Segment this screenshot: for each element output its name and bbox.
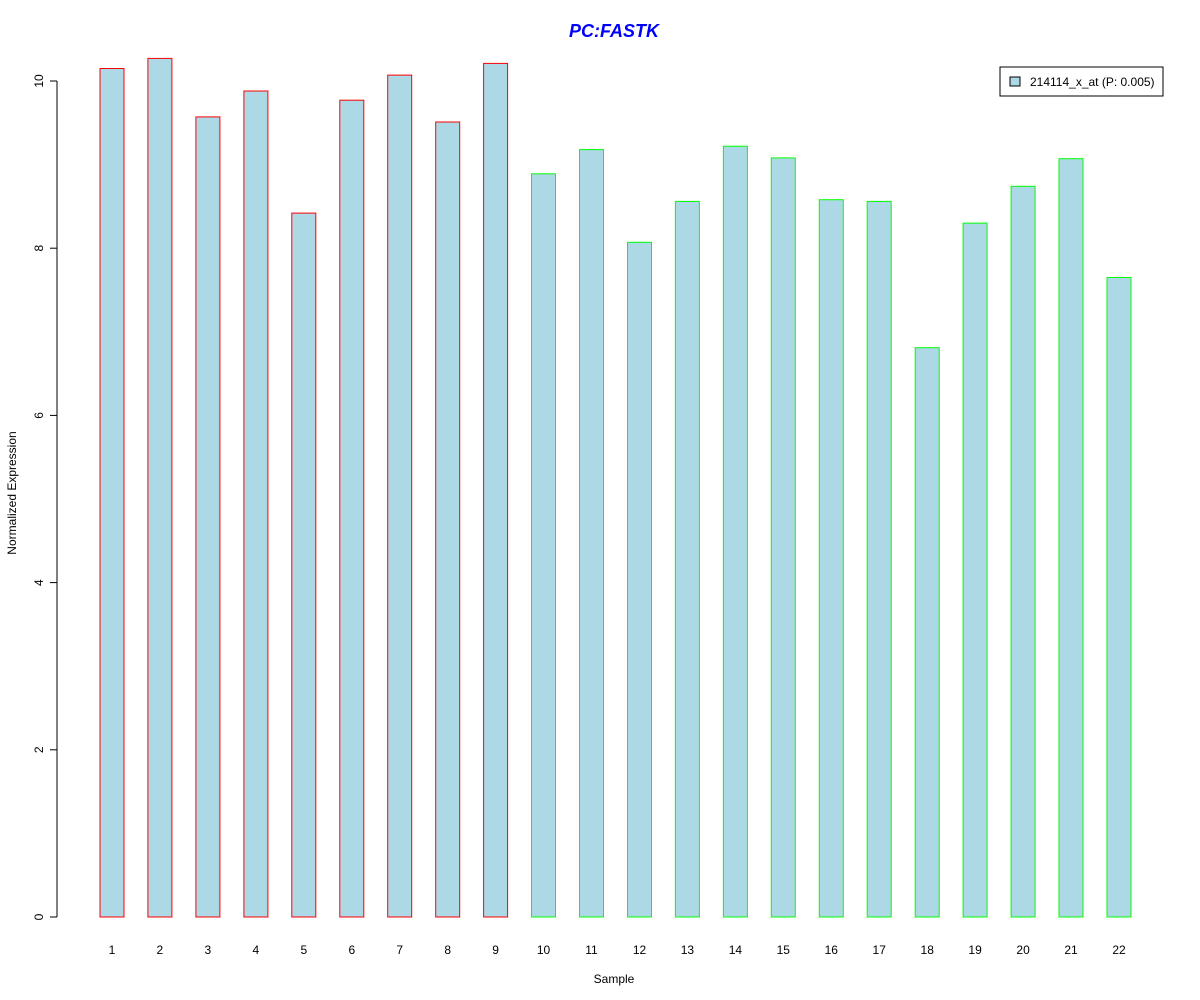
x-tick-label: 7 [396, 943, 403, 957]
x-tick-label: 13 [681, 943, 695, 957]
legend-label: 214114_x_at (P: 0.005) [1030, 75, 1155, 89]
x-tick-label: 17 [873, 943, 887, 957]
x-tick-label: 6 [348, 943, 355, 957]
bar-sample-22 [1106, 277, 1132, 918]
x-tick-label: 4 [253, 943, 260, 957]
x-tick-label: 18 [921, 943, 935, 957]
y-tick-label: 4 [32, 579, 46, 586]
bar-sample-13 [674, 200, 700, 918]
x-tick-label: 2 [157, 943, 164, 957]
y-tick-label: 2 [32, 746, 46, 753]
bar-sample-3 [195, 116, 221, 918]
x-tick-label: 5 [300, 943, 307, 957]
x-tick-label: 22 [1112, 943, 1126, 957]
y-tick-label: 0 [32, 913, 46, 920]
y-tick-label: 10 [32, 74, 46, 88]
x-tick-label: 21 [1064, 943, 1078, 957]
x-tick-label: 1 [109, 943, 116, 957]
y-tick-label: 8 [32, 245, 46, 252]
y-axis-label: Normalized Expression [5, 431, 19, 554]
x-tick-label: 3 [205, 943, 212, 957]
x-tick-label: 14 [729, 943, 743, 957]
bar-sample-12 [627, 241, 652, 918]
x-tick-label: 9 [492, 943, 499, 957]
y-axis: 0 2 4 6 8 10 [32, 74, 58, 920]
x-tick-label: 20 [1016, 943, 1030, 957]
legend-box [999, 66, 1164, 97]
bar-sample-11 [579, 149, 604, 918]
legend: 214114_x_at (P: 0.005) [999, 66, 1164, 97]
bar-sample-4 [243, 90, 269, 918]
bar-sample-18 [914, 347, 940, 918]
bar-sample-1 [99, 68, 125, 918]
x-tick-labels: 1 2 3 4 5 6 7 8 9 10 11 12 13 14 15 16 17 18 19 20 21 22 [109, 943, 1126, 957]
bar-sample-5 [291, 212, 317, 918]
x-tick-label: 10 [537, 943, 551, 957]
bar-sample-10 [531, 173, 556, 918]
x-tick-label: 8 [444, 943, 451, 957]
bar-sample-16 [818, 199, 844, 918]
chart-title: PC:FASTK [569, 21, 661, 41]
bar-sample-6 [339, 99, 365, 918]
x-tick-label: 15 [777, 943, 791, 957]
x-tick-label: 11 [585, 943, 598, 957]
bar-sample-19 [962, 222, 988, 918]
bar-sample-15 [770, 157, 796, 918]
bar-sample-21 [1058, 158, 1084, 918]
bar-sample-17 [866, 200, 892, 918]
x-axis-label: Sample [594, 972, 635, 986]
legend-swatch [1009, 76, 1021, 87]
bar-sample-20 [1010, 185, 1036, 918]
x-tick-label: 19 [968, 943, 982, 957]
bar-sample-8 [435, 121, 461, 918]
x-tick-label: 16 [825, 943, 839, 957]
x-tick-label: 12 [633, 943, 647, 957]
bar-sample-2 [147, 57, 173, 918]
bar-sample-7 [387, 74, 413, 918]
bar-sample-14 [722, 145, 748, 918]
bar-sample-9 [483, 62, 509, 918]
bars [99, 57, 1132, 918]
y-tick-label: 6 [32, 412, 46, 419]
